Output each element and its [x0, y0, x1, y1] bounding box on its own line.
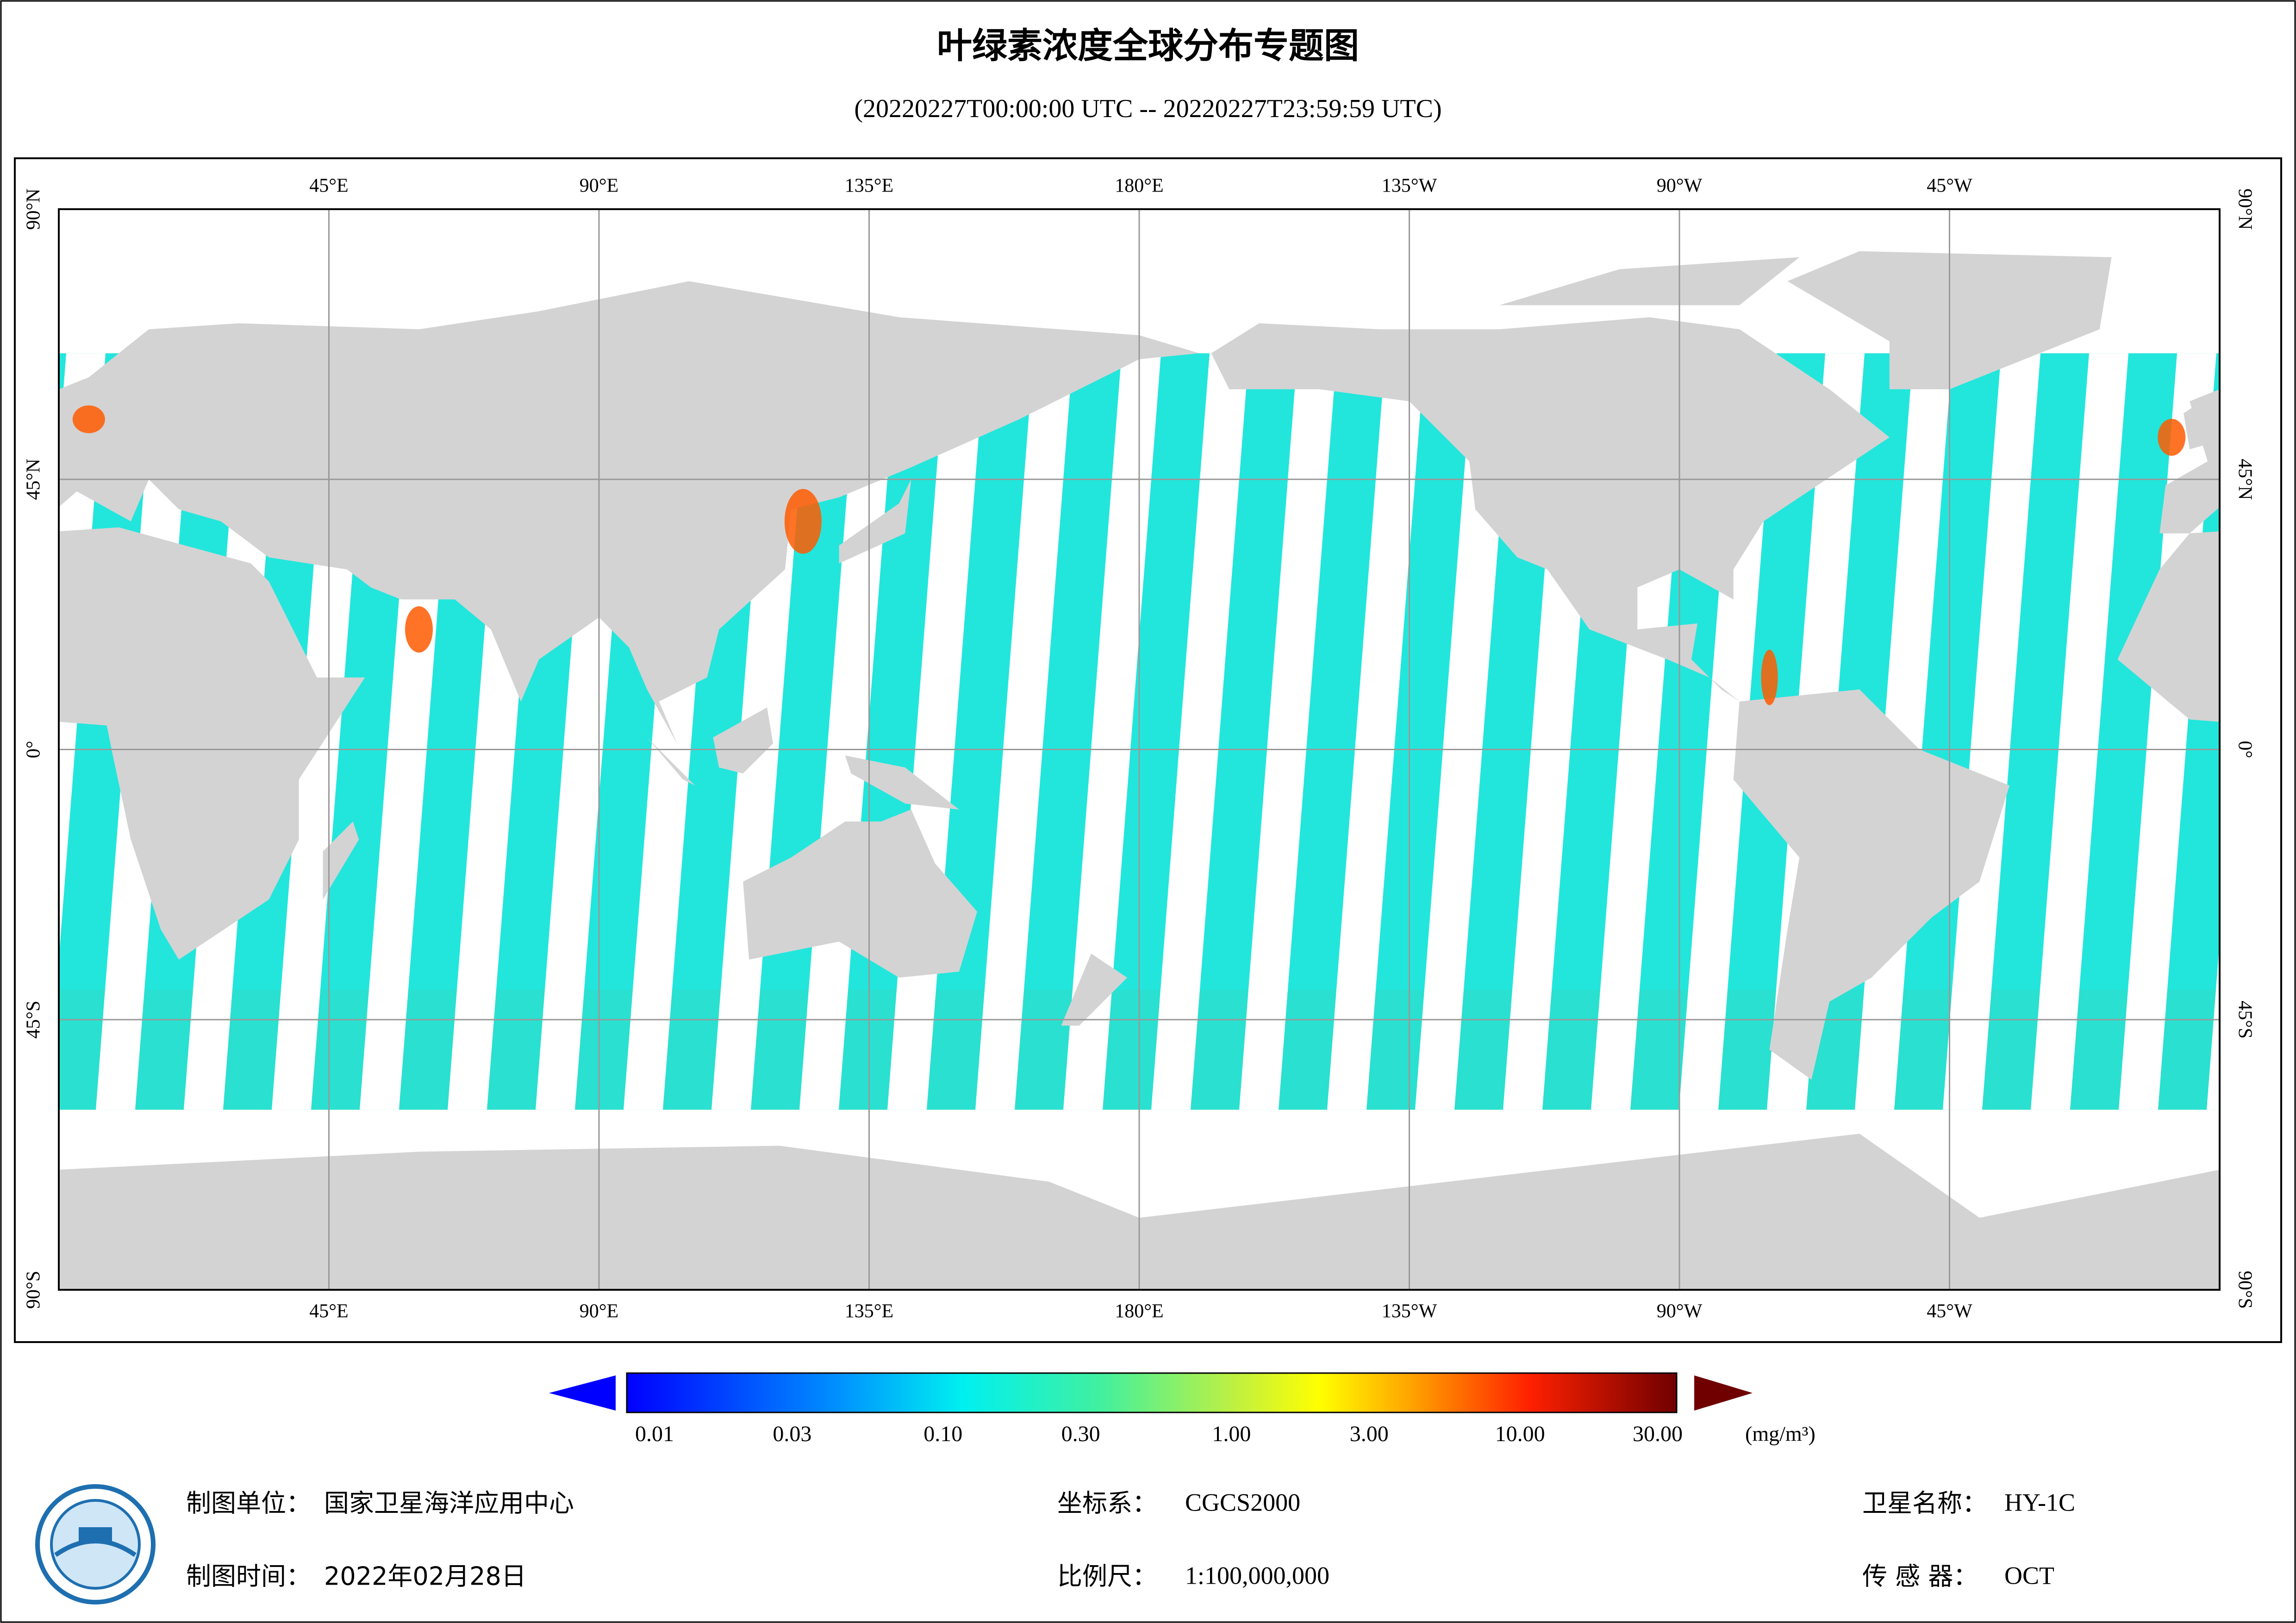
- colorbar-tick-label: 0.10: [923, 1422, 962, 1446]
- high-chlorophyll: [405, 606, 433, 653]
- land: [1139, 335, 1199, 360]
- lat-label: 45°S: [23, 1001, 44, 1038]
- swath-gap: [2207, 941, 2220, 1110]
- footer-label: 传 感 器：: [1862, 1562, 1978, 1591]
- land: [59, 527, 365, 960]
- colorbar-labels: 0.01 0.03 0.10 0.30 1.00 3.00 10.00 30.00: [635, 1422, 1683, 1446]
- footer-value: CGCS2000: [1185, 1488, 1300, 1516]
- lon-label: 90°E: [580, 1301, 618, 1322]
- footer-label: 坐标系：: [1057, 1489, 1157, 1518]
- land: [743, 809, 977, 978]
- lat-label: 45°N: [23, 459, 44, 500]
- colorbar-low-arrow: [549, 1375, 616, 1411]
- lon-label: 180°E: [1115, 1301, 1163, 1322]
- footer-label: 制图时间：: [186, 1562, 311, 1591]
- colorbar-tick-label: 30.00: [1633, 1422, 1683, 1446]
- footer-label: 卫星名称：: [1862, 1489, 1987, 1518]
- swath-gap: [1679, 353, 1777, 1110]
- axis-labels: 45°E 45°E 90°E 90°E 135°E 135°E 180°E 180°E 135°…: [23, 175, 2256, 1322]
- land: [629, 719, 695, 786]
- lon-label: 135°E: [845, 1301, 893, 1322]
- swath-gap: [1151, 353, 1249, 1110]
- lon-label: 45°E: [309, 175, 348, 197]
- swath-gap: [1415, 353, 1513, 1110]
- subtitle: (20220227T00:00:00 UTC -- 20220227T23:59…: [854, 94, 1441, 123]
- lat-label: 90°N: [23, 188, 44, 230]
- land: [2117, 531, 2220, 722]
- footer-value: 1:100,000,000: [1185, 1561, 1329, 1589]
- land: [1733, 689, 2010, 1080]
- land: [845, 755, 959, 810]
- lat-label: 90°N: [2234, 188, 2255, 230]
- swath-gap: [1239, 353, 1337, 1110]
- map: [59, 209, 2220, 1290]
- lon-label: 135°E: [845, 175, 893, 197]
- lat-label: 90°S: [23, 1271, 44, 1309]
- high-chlorophyll: [1761, 649, 1778, 705]
- logo: [35, 1484, 156, 1604]
- high-chlorophyll: [784, 489, 822, 554]
- lon-label: 135°W: [1382, 1301, 1437, 1322]
- swath-gap: [1943, 353, 2040, 1110]
- map-border: [58, 208, 2221, 1291]
- footer-value: HY-1C: [2004, 1488, 2075, 1516]
- colorbar-tick-label: 1.00: [1212, 1422, 1251, 1446]
- lat-label: 90°S: [2234, 1271, 2255, 1309]
- colorbar-tick-label: 0.01: [635, 1422, 674, 1446]
- land: [59, 423, 71, 441]
- lon-label: 90°E: [580, 175, 618, 197]
- footer-value: 国家卫星海洋应用中心: [324, 1489, 574, 1518]
- colorbar-unit: (mg/m³): [1745, 1422, 1816, 1446]
- swath-gap: [975, 353, 1073, 1110]
- land: [323, 821, 359, 900]
- footer: 制图单位： 国家卫星海洋应用中心 制图时间： 2022年02月28日 坐标系： …: [186, 1488, 2075, 1591]
- land: [1061, 953, 1128, 1026]
- footer-label: 制图单位：: [186, 1489, 311, 1518]
- lat-label: 45°N: [2234, 459, 2255, 500]
- colorbar-tick-label: 0.30: [1061, 1422, 1100, 1446]
- swath-gap: [1327, 353, 1425, 1110]
- colorbar-high-arrow: [1694, 1375, 1753, 1411]
- land: [1499, 257, 1800, 305]
- lat-label: 0°: [23, 741, 44, 759]
- lat-label: 0°: [2234, 741, 2255, 759]
- lon-label: 90°W: [1657, 1301, 1703, 1322]
- lat-label: 45°S: [2234, 1001, 2255, 1038]
- colorbar-tick-label: 0.03: [773, 1422, 811, 1446]
- colorbar-tick-label: 10.00: [1495, 1422, 1545, 1446]
- swath-gap: [2031, 353, 2128, 1110]
- footer-value: OCT: [2004, 1561, 2054, 1589]
- colorbar: [626, 1372, 1678, 1413]
- lon-label: 135°W: [1382, 175, 1437, 197]
- high-chlorophyll: [2158, 418, 2186, 456]
- footer-value: 2022年02月28日: [324, 1562, 526, 1591]
- land: [1211, 317, 1890, 702]
- land: [713, 707, 774, 774]
- lon-label: 45°W: [1927, 1301, 1972, 1322]
- lon-label: 180°E: [1115, 175, 1163, 197]
- swath-gap: [1063, 353, 1161, 1110]
- high-chlorophyll: [72, 405, 105, 434]
- title: 叶绿素浓度全球分布专题图: [937, 25, 1359, 66]
- lon-label: 90°W: [1657, 175, 1703, 197]
- colorbar-tick-label: 3.00: [1350, 1422, 1389, 1446]
- lon-label: 45°W: [1927, 175, 1972, 197]
- lon-label: 45°E: [309, 1301, 348, 1322]
- land: [2184, 401, 2220, 449]
- footer-label: 比例尺：: [1057, 1562, 1157, 1591]
- land: [839, 479, 911, 564]
